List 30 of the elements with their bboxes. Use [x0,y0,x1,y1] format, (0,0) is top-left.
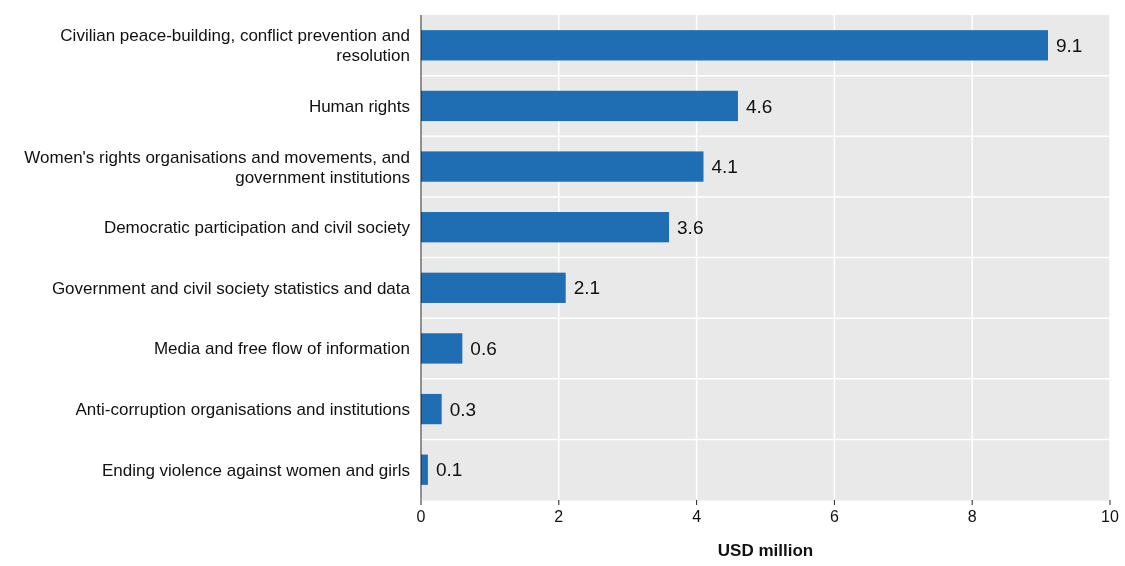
y-tick-label: Government and civil society statistics and data [51,278,411,298]
bar [421,151,704,182]
bar [421,212,670,243]
data-label: 3.6 [677,216,704,238]
bar [421,90,738,122]
data-label: 2.1 [573,277,601,299]
y-tick-label: Human rights [308,96,410,116]
bar [421,272,566,303]
data-label: 9.1 [1055,34,1083,56]
x-tick-label: 10 [1101,508,1119,525]
y-tick-label: Civilian peace-building, conflict prevention and resolution [60,26,410,66]
bar [421,393,442,425]
data-label: 0.1 [435,459,463,481]
x-axis-title: USD million [717,541,814,560]
bar [421,30,1048,61]
data-label: 0.6 [470,338,497,360]
x-tick-label: 6 [829,508,839,525]
y-tick-label: Democratic participation and civil society [103,218,411,238]
y-tick-label: Media and free flow of information [153,339,410,359]
data-label: 0.3 [449,398,477,420]
bar [421,333,463,364]
y-tick-label: Ending violence against women and girls [101,460,410,480]
x-tick-label: 4 [692,508,702,525]
data-label: 4.6 [745,95,773,117]
data-label: 4.1 [711,156,738,178]
x-tick-label: 2 [554,508,564,525]
y-tick-label: Anti-corruption organisations and institutions [75,400,410,420]
x-tick-label: 0 [416,508,426,525]
x-tick-label: 8 [967,508,977,525]
y-tick-label: Women's rights organisations and movements, and government institutions [24,147,410,187]
